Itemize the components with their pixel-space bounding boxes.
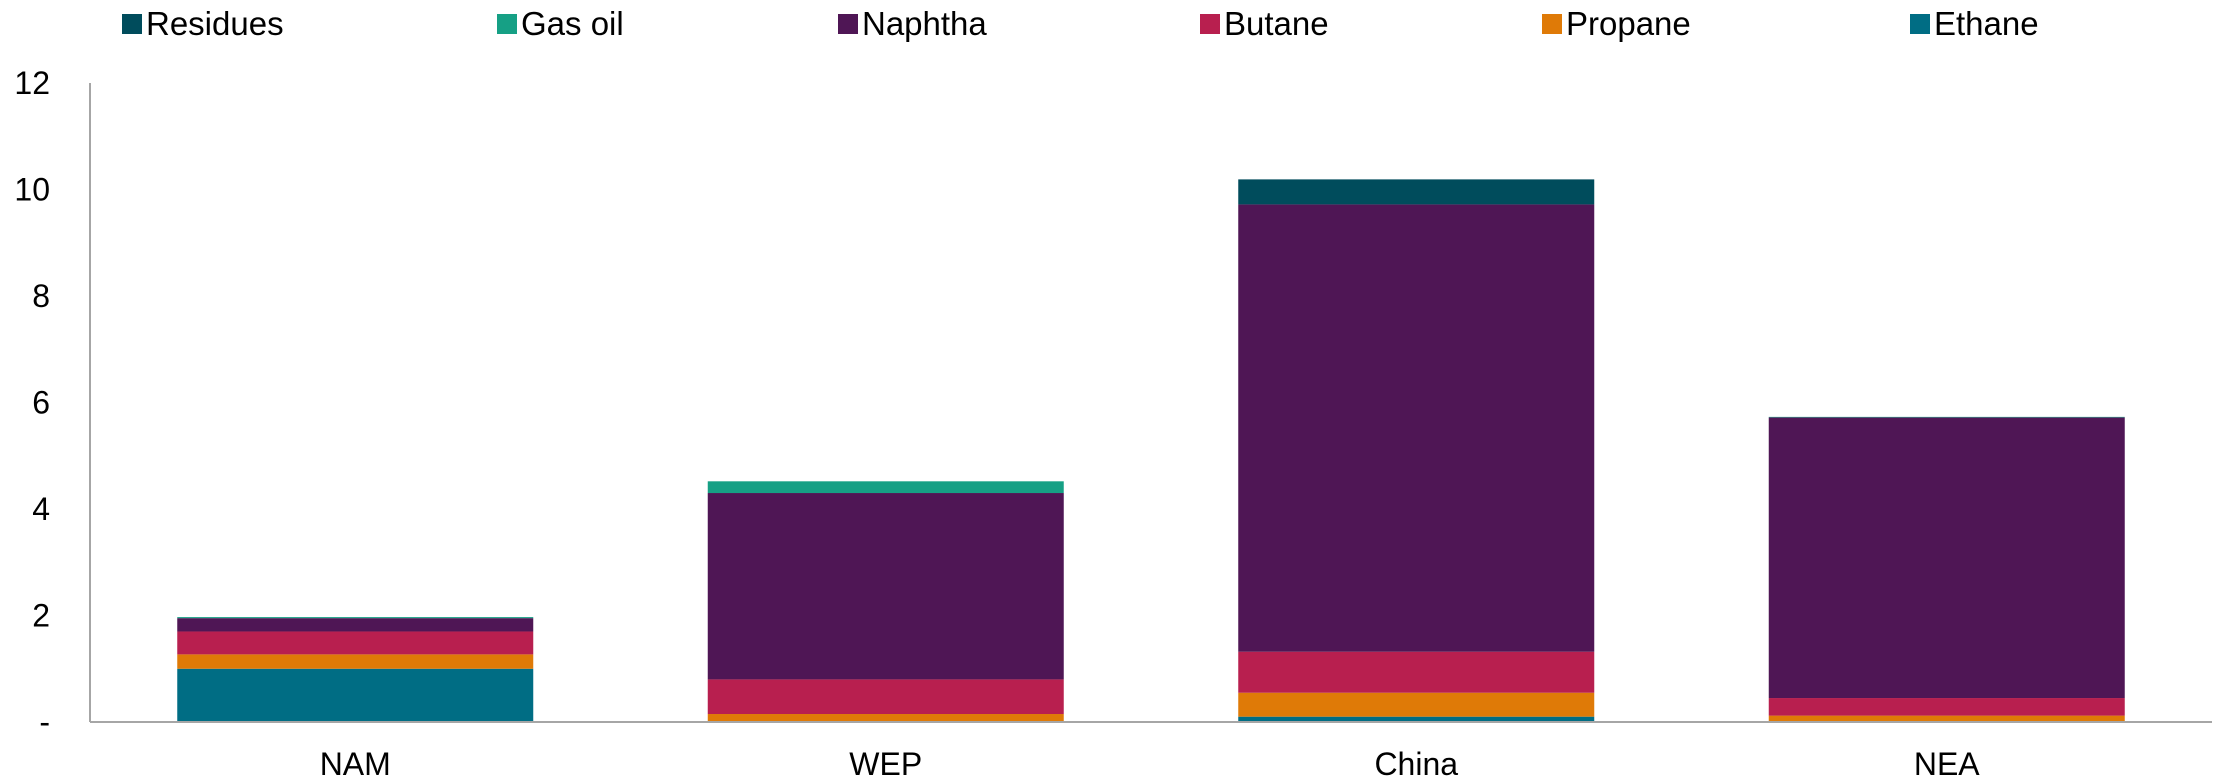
legend-label: Gas oil bbox=[521, 5, 624, 42]
bar-segment-china-ethane bbox=[1238, 716, 1595, 722]
bar-stack-nam bbox=[177, 617, 534, 722]
axes bbox=[89, 83, 2212, 723]
y-tick-label: 6 bbox=[32, 385, 50, 421]
legend-label: Propane bbox=[1566, 5, 1691, 42]
y-tick-label: - bbox=[39, 704, 50, 740]
bar-segment-china-naphtha bbox=[1238, 204, 1595, 652]
y-axis-tick-labels: - 2 4 6 8 10 12 bbox=[14, 65, 50, 740]
bar-segment-nam-propane bbox=[177, 654, 534, 669]
bar-segment-wep-gas-oil bbox=[707, 481, 1064, 494]
bar-segment-china-butane bbox=[1238, 651, 1595, 693]
y-tick-label: 10 bbox=[14, 172, 50, 208]
x-tick-label: WEP bbox=[849, 746, 922, 781]
bar-stack-wep bbox=[707, 481, 1064, 722]
bar-segment-wep-butane bbox=[707, 679, 1064, 715]
legend-swatch bbox=[1542, 14, 1562, 34]
x-tick-label: China bbox=[1374, 746, 1458, 781]
bar-segment-nea-naphtha bbox=[1768, 417, 2125, 699]
legend-swatch bbox=[1200, 14, 1220, 34]
bar-segment-nam-ethane bbox=[177, 668, 534, 722]
bar-stack-china bbox=[1238, 179, 1595, 722]
y-tick-label: 8 bbox=[32, 278, 50, 314]
bar-stack-nea bbox=[1768, 416, 2125, 722]
legend-label: Naphtha bbox=[862, 5, 987, 42]
legend-swatch bbox=[1910, 14, 1930, 34]
legend-item-ethane: Ethane bbox=[1910, 5, 2039, 42]
legend-label: Residues bbox=[146, 5, 284, 42]
legend-swatch bbox=[122, 14, 142, 34]
legend-label: Butane bbox=[1224, 5, 1329, 42]
bar-stacks bbox=[177, 179, 2125, 722]
y-tick-label: 2 bbox=[32, 598, 50, 634]
legend-item-butane: Butane bbox=[1200, 5, 1329, 42]
legend-item-gas-oil: Gas oil bbox=[497, 5, 624, 42]
y-tick-label: 12 bbox=[14, 65, 50, 101]
bar-segment-china-residues bbox=[1238, 179, 1595, 205]
legend-item-naphtha: Naphtha bbox=[838, 5, 987, 42]
bar-segment-nam-gas-oil bbox=[177, 617, 534, 619]
bar-segment-wep-naphtha bbox=[707, 493, 1064, 680]
bar-segment-nea-propane bbox=[1768, 715, 2125, 722]
bar-segment-nea-butane bbox=[1768, 698, 2125, 716]
legend-item-residues: Residues bbox=[122, 5, 284, 42]
legend-swatch bbox=[497, 14, 517, 34]
x-tick-label: NEA bbox=[1914, 746, 1980, 781]
legend-item-propane: Propane bbox=[1542, 5, 1691, 42]
legend-swatch bbox=[838, 14, 858, 34]
legend-label: Ethane bbox=[1934, 5, 2039, 42]
bar-segment-nam-naphtha bbox=[177, 618, 534, 632]
chart-legend: Residues Gas oil Naphtha Butane Propane Ethan… bbox=[122, 5, 2039, 42]
bar-segment-wep-propane bbox=[707, 714, 1064, 722]
x-tick-label: NAM bbox=[320, 746, 391, 781]
x-axis-tick-labels: NAM WEP China NEA bbox=[320, 746, 1981, 781]
bar-segment-nea-gas-oil bbox=[1768, 416, 2125, 418]
y-tick-label: 4 bbox=[32, 491, 50, 527]
bar-segment-nam-butane bbox=[177, 631, 534, 655]
bar-segment-china-propane bbox=[1238, 692, 1595, 717]
